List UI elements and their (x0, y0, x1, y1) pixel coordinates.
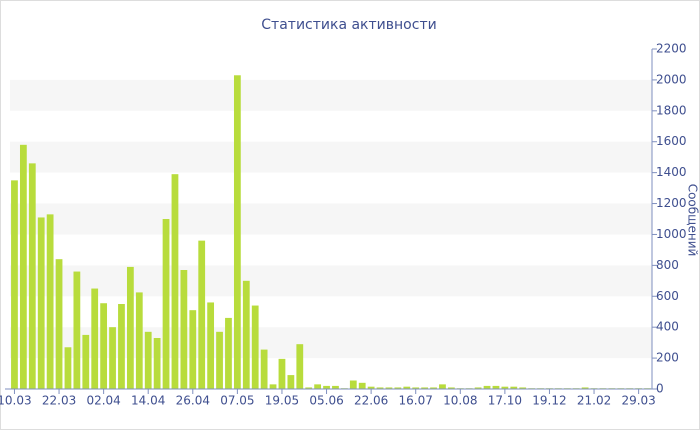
x-tick-label: 26.04 (176, 394, 210, 408)
bar (519, 387, 527, 389)
bar (19, 144, 27, 389)
grid-band (10, 79, 652, 111)
bar (216, 331, 223, 389)
bar (180, 270, 188, 389)
bar (412, 387, 420, 389)
bar (403, 386, 411, 389)
x-tick-label: 19.12 (532, 394, 566, 408)
bar (447, 387, 455, 389)
x-tick-label: 14.04 (131, 394, 165, 408)
x-tick-label: 07.05 (220, 394, 254, 408)
x-tick-label: 10.03 (0, 394, 32, 408)
y-tick-label: 2000 (656, 72, 687, 86)
bar (118, 304, 125, 389)
bar (242, 280, 250, 389)
grid-band (10, 265, 652, 297)
bar (394, 387, 402, 389)
chart-title: Статистика активности (261, 17, 436, 33)
x-tick-label: 05.06 (309, 394, 343, 408)
bar (100, 303, 108, 389)
bar (501, 386, 509, 389)
bar (64, 347, 72, 389)
bar (126, 266, 134, 389)
grid-band (10, 203, 652, 235)
y-tick-label: 400 (656, 320, 679, 334)
bar (314, 384, 322, 389)
bar (11, 180, 18, 389)
bar (510, 386, 518, 389)
bar (358, 382, 366, 389)
bar (296, 344, 304, 389)
y-tick-label: 1600 (656, 134, 687, 148)
y-tick-label: 1000 (656, 227, 687, 241)
bar (430, 387, 437, 389)
bar (233, 75, 241, 389)
bar (269, 384, 277, 389)
bar (55, 259, 63, 389)
y-tick-label: 200 (656, 351, 679, 365)
bar (171, 174, 179, 389)
bar (37, 217, 45, 389)
bar (323, 385, 330, 389)
x-tick-label: 19.05 (265, 394, 299, 408)
bar (367, 386, 375, 389)
bar (305, 387, 313, 389)
bar (474, 387, 482, 389)
bar (492, 385, 500, 389)
y-tick-label: 1800 (656, 103, 687, 117)
bar (376, 387, 384, 389)
y-tick-label: 1200 (656, 196, 687, 210)
bar (109, 327, 116, 389)
bar (144, 331, 152, 389)
bar (135, 292, 143, 389)
bar (46, 214, 54, 389)
bar (162, 219, 170, 389)
bar (91, 288, 99, 389)
bar (278, 358, 286, 389)
bar (207, 302, 215, 389)
x-tick-label: 10.08 (443, 394, 477, 408)
bar (198, 240, 206, 389)
bar (82, 334, 90, 389)
y-tick-label: 2200 (656, 42, 687, 56)
y-axis-label: Сообщений (686, 184, 700, 257)
bar (73, 271, 81, 389)
bar (153, 338, 161, 389)
y-tick-label: 0 (656, 382, 664, 396)
bar (225, 317, 232, 389)
bar (28, 163, 36, 389)
bar (287, 375, 295, 389)
x-tick-label: 21.02 (577, 394, 611, 408)
bar (260, 349, 268, 389)
grid-band (10, 327, 652, 359)
bar (421, 387, 429, 389)
bar (251, 305, 259, 389)
grid-band (10, 141, 652, 173)
bar (439, 384, 446, 389)
x-tick-label: 17.10 (488, 394, 522, 408)
x-tick-label: 22.06 (354, 394, 388, 408)
bar (349, 380, 357, 389)
bar (189, 310, 197, 389)
bar (581, 387, 589, 389)
bar (483, 385, 491, 389)
y-tick-label: 600 (656, 289, 679, 303)
bar (385, 387, 393, 389)
x-tick-label: 29.03 (621, 394, 655, 408)
bar (332, 385, 339, 389)
x-tick-label: 02.04 (86, 394, 120, 408)
y-tick-label: 800 (656, 258, 679, 272)
y-tick-label: 1400 (656, 165, 687, 179)
x-tick-label: 16.07 (399, 394, 433, 408)
x-tick-label: 22.03 (42, 394, 76, 408)
